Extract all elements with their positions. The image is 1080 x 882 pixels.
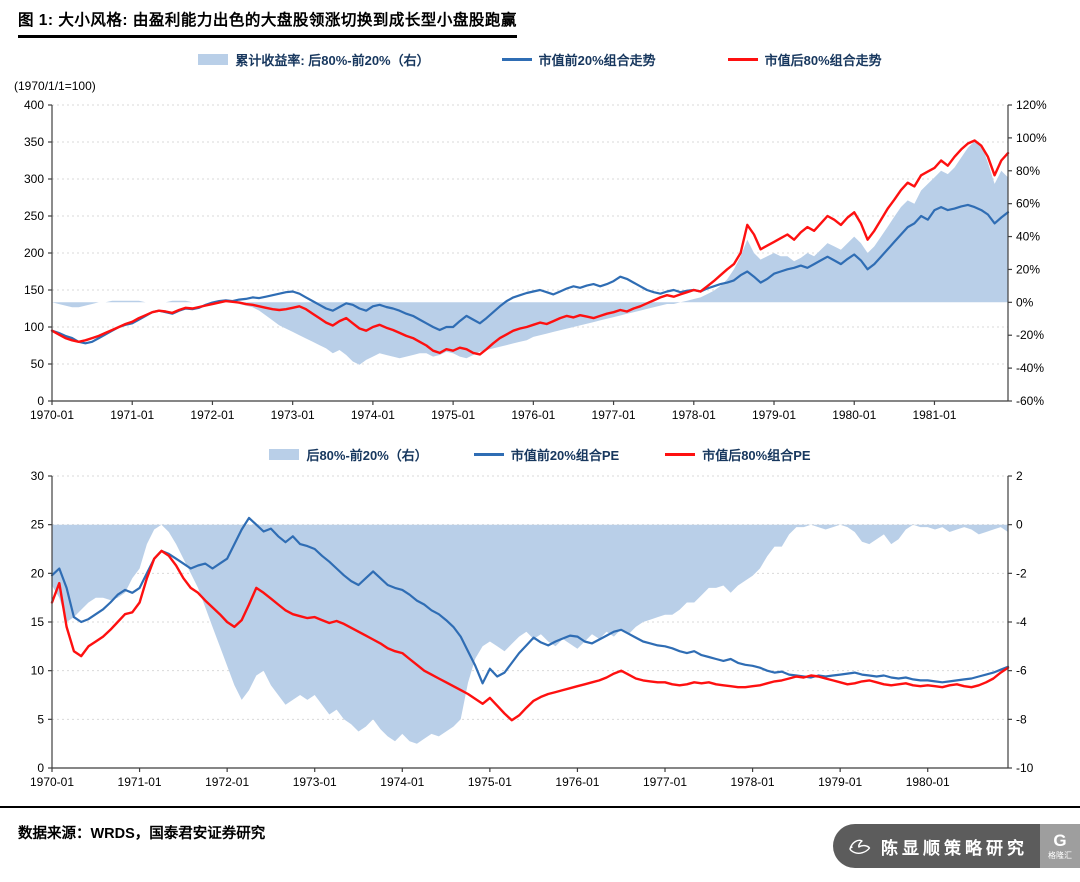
right-axis-tick-label: 0% [1016, 295, 1034, 309]
blue-line-swatch [473, 453, 504, 456]
right-axis-tick-label: 40% [1016, 230, 1040, 244]
watermark: 陈显顺策略研究 G 格隆汇 [833, 824, 1080, 868]
left-axis-tick-label: 250 [24, 209, 44, 223]
right-axis-tick-label: 100% [1016, 131, 1047, 145]
line-series-red [50, 139, 1010, 356]
right-axis-tick-label: -2 [1016, 566, 1027, 580]
right-axis-tick-label: -4 [1016, 615, 1027, 629]
top-chart-legend: 累计收益率: 后80%-前20%（右） 市值前20%组合走势 市值后80%组合走势 [0, 50, 1080, 69]
red-line-swatch [665, 453, 696, 456]
index-base-note: (1970/1/1=100) [14, 79, 96, 93]
right-axis-tick-label: -40% [1016, 361, 1044, 375]
axes [48, 475, 1012, 772]
logo-g-mark: G [1053, 830, 1067, 850]
x-axis-tick-label: 1971-01 [110, 408, 154, 422]
legend-label: 后80%-前20%（右） [306, 448, 428, 463]
gelonghui-logo: G 格隆汇 [1040, 824, 1080, 868]
watermark-text: 陈显顺策略研究 [881, 838, 1028, 858]
left-axis-tick-label: 100 [24, 320, 44, 334]
right-axis-tick-label: 20% [1016, 262, 1040, 276]
legend-label: 市值前20%组合PE [510, 448, 620, 463]
x-axis-tick-label: 1974-01 [351, 408, 395, 422]
left-axis-tick-label: 10 [31, 664, 45, 678]
left-axis-tick-label: 0 [37, 761, 44, 775]
left-axis-tick-label: 25 [31, 518, 45, 532]
x-axis-tick-label: 1975-01 [431, 408, 475, 422]
x-axis-tick-label: 1981-01 [912, 408, 956, 422]
legend-label: 市值后80%组合走势 [764, 53, 882, 68]
right-axis-tick-label: 60% [1016, 197, 1040, 211]
data-source: 数据来源：WRDS，国泰君安证券研究 [18, 826, 266, 842]
x-axis-tick-label: 1978-01 [672, 408, 716, 422]
x-axis-tick-label: 1978-01 [731, 775, 775, 789]
right-axis-tick-label: -20% [1016, 328, 1044, 342]
legend-label: 市值后80%组合PE [702, 448, 811, 463]
left-axis-tick-label: 200 [24, 246, 44, 260]
legend-item: 累计收益率: 后80%-前20%（右） [198, 50, 430, 69]
left-axis-tick-label: 300 [24, 172, 44, 186]
axes [48, 104, 1012, 405]
line-series-blue [50, 203, 1010, 345]
legend-item: 市值前20%组合PE [473, 445, 620, 464]
left-axis-tick-label: 400 [24, 98, 44, 112]
right-axis-tick-label: 80% [1016, 164, 1040, 178]
left-axis-tick-label: 50 [31, 357, 45, 371]
x-axis-tick-label: 1971-01 [118, 775, 162, 789]
x-axis-tick-label: 1975-01 [468, 775, 512, 789]
watermark-bar: 陈显顺策略研究 [833, 824, 1040, 868]
dove-icon [847, 834, 873, 858]
right-axis-tick-label: 0 [1016, 518, 1023, 532]
right-axis-tick-label: -10 [1016, 761, 1034, 775]
figure-title: 图 1: 大小风格: 由盈利能力出色的大盘股领涨切换到成长型小盘股跑赢 [18, 8, 517, 38]
x-axis-tick-label: 1976-01 [555, 775, 599, 789]
x-axis-tick-label: 1970-01 [30, 775, 74, 789]
legend-item: 市值前20%组合走势 [501, 50, 656, 69]
legend-item: 市值后80%组合走势 [727, 50, 882, 69]
x-axis-tick-label: 1972-01 [190, 408, 234, 422]
legend-label: 累计收益率: 后80%-前20%（右） [235, 53, 430, 68]
right-axis-tick-label: 2 [1016, 469, 1023, 483]
x-axis-tick-label: 1976-01 [511, 408, 555, 422]
area-series [52, 524, 1008, 744]
x-axis-tick-label: 1974-01 [380, 775, 424, 789]
area-area-swatch [198, 54, 229, 65]
footer: 数据来源：WRDS，国泰君安证券研究 [0, 806, 1080, 843]
x-axis-tick-label: 1979-01 [818, 775, 862, 789]
x-axis-tick-label: 1972-01 [205, 775, 249, 789]
legend-item: 市值后80%组合PE [665, 445, 811, 464]
legend-label: 市值前20%组合走势 [538, 53, 656, 68]
left-axis-tick-label: 15 [31, 615, 45, 629]
right-axis-tick-label: 120% [1016, 98, 1047, 112]
right-axis-tick-label: -60% [1016, 394, 1044, 408]
line-series-blue [50, 516, 1010, 685]
x-axis-tick-label: 1973-01 [293, 775, 337, 789]
red-line-swatch [727, 58, 758, 61]
left-axis-tick-label: 20 [31, 566, 45, 580]
blue-line-swatch [501, 58, 532, 61]
line-series-red [50, 549, 1010, 722]
left-axis-tick-label: 5 [37, 712, 44, 726]
left-axis-tick-label: 30 [31, 469, 45, 483]
logo-name: 格隆汇 [1048, 850, 1072, 860]
x-axis-tick-label: 1977-01 [643, 775, 687, 789]
area-series [52, 141, 1008, 365]
top-chart-canvas: 0 50 100 150 200 250 300 350 400 -60% -40% -20% 0% 20… [24, 98, 1047, 422]
legend-item: 后80%-前20%（右） [269, 445, 428, 464]
x-axis-tick-label: 1980-01 [906, 775, 950, 789]
x-axis-tick-label: 1977-01 [592, 408, 636, 422]
left-axis-tick-label: 350 [24, 135, 44, 149]
area-area-swatch [269, 449, 300, 460]
right-axis-tick-label: -8 [1016, 712, 1027, 726]
bottom-chart-canvas: 0 5 10 15 20 25 30 -10 -8 -6 -4 -2 0 2 1970-01 1971-01 1… [30, 469, 1034, 789]
x-axis-tick-label: 1979-01 [752, 408, 796, 422]
title-area: 图 1: 大小风格: 由盈利能力出色的大盘股领涨切换到成长型小盘股跑赢 [0, 0, 1080, 38]
right-axis-tick-label: -6 [1016, 664, 1027, 678]
left-axis-tick-label: 0 [37, 394, 44, 408]
x-axis-tick-label: 1973-01 [271, 408, 315, 422]
x-axis-tick-label: 1970-01 [30, 408, 74, 422]
left-axis-tick-label: 150 [24, 283, 44, 297]
bottom-chart-legend: 后80%-前20%（右） 市值前20%组合PE 市值后80%组合PE [0, 445, 1080, 464]
x-axis-tick-label: 1980-01 [832, 408, 876, 422]
